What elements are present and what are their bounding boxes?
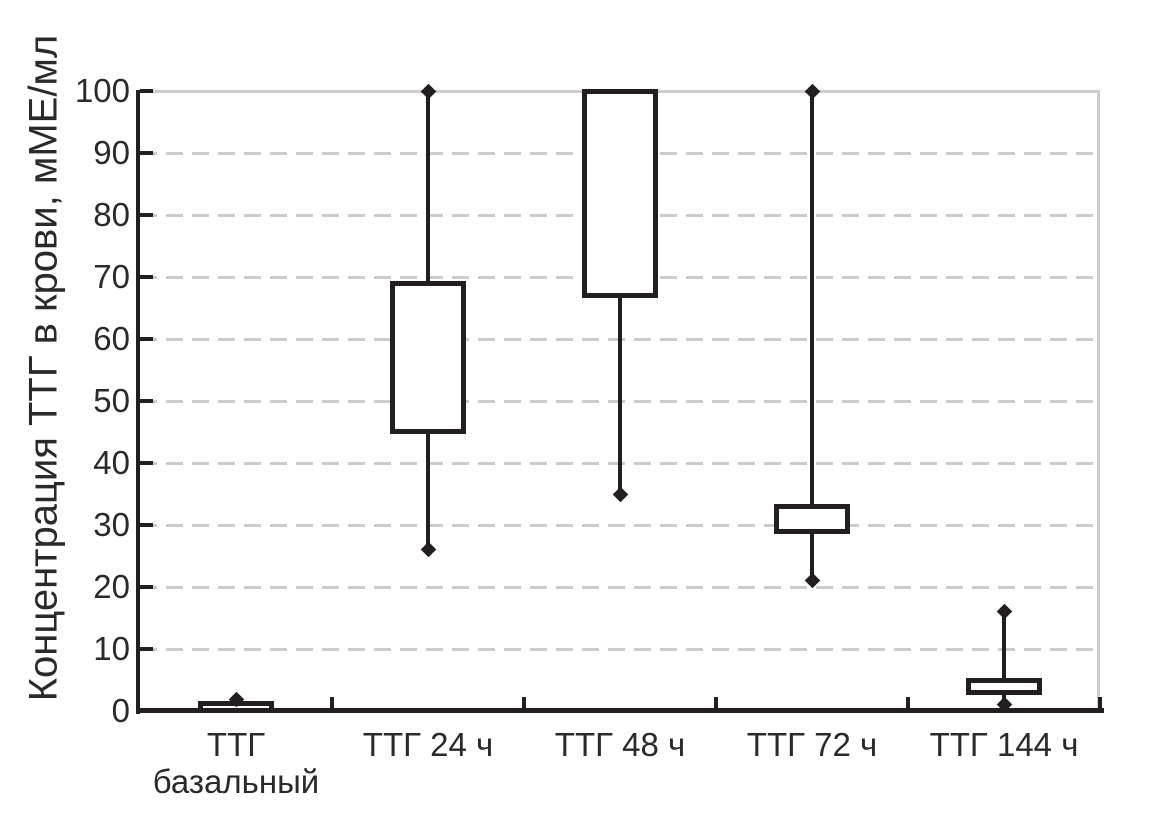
upper-whisker-1 (426, 91, 430, 284)
boxplot-box-1 (390, 280, 466, 435)
lower-whisker-2 (618, 295, 622, 494)
x-category-label-4: ТТГ 144 ч (844, 726, 1161, 763)
whisker-end-diamond-1-high (420, 83, 436, 99)
x-category-label-2: ТТГ 48 ч (460, 726, 780, 763)
y-tick-label-80: 80 (93, 196, 130, 233)
gridline-y-30 (140, 523, 1100, 527)
x-category-label-0: ТТГ базальный (76, 726, 396, 800)
x-category-label-line: ТТГ 48 ч (554, 726, 686, 763)
y-tick-label-60: 60 (93, 320, 130, 357)
y-axis-tick-100 (140, 89, 153, 93)
x-category-label-3: ТТГ 72 ч (652, 726, 972, 763)
whisker-end-diamond-3-high (804, 83, 820, 99)
x-category-label-line: ТТГ 24 ч (362, 726, 494, 763)
whisker-end-diamond-4-high (996, 604, 1012, 620)
x-category-label-line: ТТГ (206, 726, 266, 763)
y-axis-line (136, 90, 140, 714)
x-category-label-line: базальный (152, 763, 320, 800)
lower-whisker-3 (810, 531, 814, 581)
x-axis-tick-4 (906, 697, 910, 711)
y-tick-label-100: 100 (74, 72, 130, 109)
y-tick-label-30: 30 (93, 506, 130, 543)
lower-whisker-1 (426, 432, 430, 550)
y-axis-tick-60 (140, 337, 153, 341)
whisker-end-diamond-1-low (420, 542, 436, 558)
y-tick-label-90: 90 (93, 134, 130, 171)
upper-whisker-4 (1002, 611, 1006, 680)
x-category-label-line: ТТГ 144 ч (929, 726, 1079, 763)
x-category-label-line: ТТГ 72 ч (746, 726, 878, 763)
y-tick-label-10: 10 (93, 630, 130, 667)
x-axis-tick-5 (1098, 697, 1102, 711)
whisker-end-diamond-2-low (612, 486, 628, 502)
gridline-y-10 (140, 647, 1100, 651)
y-tick-label-20: 20 (93, 568, 130, 605)
plot-area (136, 83, 1104, 714)
y-axis-tick-30 (140, 523, 153, 527)
x-axis-tick-3 (714, 697, 718, 711)
y-tick-label-70: 70 (93, 258, 130, 295)
y-tick-label-40: 40 (93, 444, 130, 481)
y-tick-label-50: 50 (93, 382, 130, 419)
gridline-y-20 (140, 585, 1100, 589)
y-axis-tick-40 (140, 461, 153, 465)
x-category-label-1: ТТГ 24 ч (268, 726, 588, 763)
boxplot-box-2 (582, 88, 658, 299)
y-axis-tick-50 (140, 399, 153, 403)
boxplot-box-3 (774, 503, 850, 534)
x-axis-tick-1 (330, 697, 334, 711)
y-tick-label-0: 0 (111, 692, 130, 729)
y-axis-tick-20 (140, 585, 153, 589)
x-axis-tick-2 (522, 697, 526, 711)
upper-whisker-3 (810, 91, 814, 507)
y-axis-tick-70 (140, 275, 153, 279)
y-axis-tick-10 (140, 647, 153, 651)
y-axis-tick-80 (140, 213, 153, 217)
y-axis-tick-90 (140, 151, 153, 155)
x-axis-line (136, 708, 1104, 713)
boxplot-box-4 (966, 677, 1042, 695)
